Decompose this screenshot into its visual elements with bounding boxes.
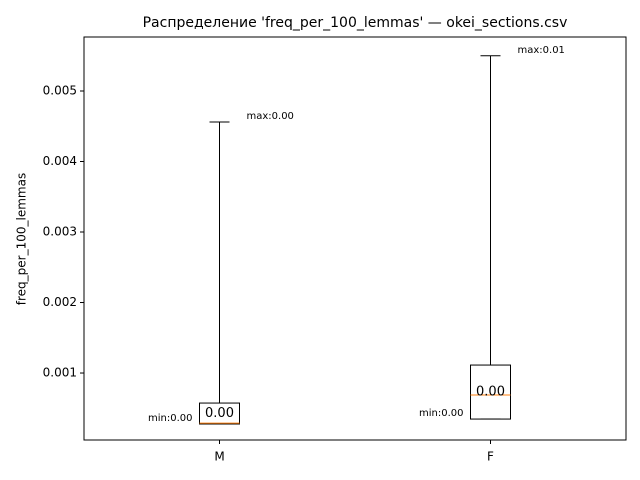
plot-frame	[83, 36, 627, 441]
median-label: 0.00	[205, 406, 234, 421]
x-tick-label: F	[487, 450, 494, 464]
max-label: max:0.00	[247, 111, 294, 122]
y-tick-label: 0.003	[43, 225, 77, 239]
min-label: min:0.00	[419, 408, 464, 419]
y-tick-label: 0.004	[43, 154, 77, 168]
median-label: 0.00	[476, 385, 505, 400]
y-tick-label: 0.001	[43, 366, 77, 380]
y-axis-label: freq_per_100_lemmas	[15, 173, 29, 305]
chart-title: Распределение 'freq_per_100_lemmas' — ok…	[143, 15, 568, 31]
y-tick-label: 0.002	[43, 295, 77, 309]
max-label: max:0.01	[518, 45, 565, 56]
y-tick-label: 0.005	[43, 84, 77, 98]
box	[199, 402, 240, 425]
x-tick-label: M	[214, 450, 224, 464]
min-label: min:0.00	[148, 413, 193, 424]
box	[470, 364, 511, 420]
